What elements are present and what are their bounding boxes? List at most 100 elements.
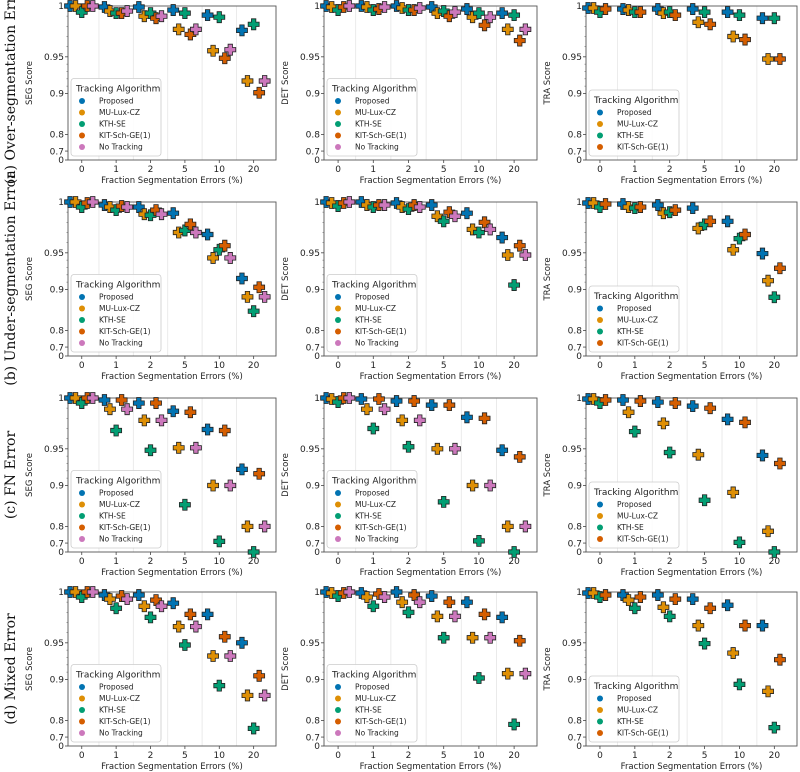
data-point-mu-lux-cz <box>501 667 514 680</box>
legend: Tracking Algorithm Proposed MU-Lux-CZ KTH-S… <box>70 664 162 743</box>
x-tick-label: 10 <box>734 361 746 371</box>
y-tick-label: 0 <box>314 742 320 752</box>
data-point-kit-sch-ge-1- <box>253 669 266 682</box>
legend: Tracking Algorithm Proposed MU-Lux-CZ KTH-S… <box>588 481 680 549</box>
data-point-proposed <box>236 463 248 476</box>
data-point-proposed <box>756 619 769 632</box>
data-point-no-tracking <box>484 479 497 492</box>
y-tick-label: 0.95 <box>300 639 320 649</box>
x-tick-label: 2 <box>406 557 412 567</box>
x-tick-label: 1 <box>113 165 119 175</box>
data-point-kit-sch-ge-1- <box>634 6 647 18</box>
data-point-no-tracking <box>449 6 461 18</box>
legend-marker-icon <box>335 305 341 312</box>
y-tick-label: 1 <box>576 2 582 12</box>
data-point-kth-se <box>698 6 711 18</box>
legend-item-label: No Tracking <box>355 535 399 544</box>
y-tick-label: 0.8 <box>306 717 321 727</box>
x-tick-label: 2 <box>667 751 673 761</box>
data-point-no-tracking <box>224 479 237 492</box>
legend-marker-icon <box>79 132 85 139</box>
data-point-mu-lux-cz <box>762 525 774 538</box>
data-point-no-tracking <box>155 414 168 427</box>
y-tick-label: 0.9 <box>568 676 583 686</box>
data-point-mu-lux-cz <box>657 417 670 430</box>
legend-marker-icon <box>79 317 85 323</box>
x-tick-label: 20 <box>508 361 520 371</box>
legend-item-label: KIT-Sch-GE(1) <box>355 327 407 336</box>
data-point-kth-se <box>144 444 157 457</box>
legend-marker-icon <box>335 294 341 300</box>
data-point-mu-lux-cz <box>727 486 740 499</box>
x-tick-label: 20 <box>508 751 520 761</box>
y-tick-label: 0 <box>314 352 320 362</box>
data-point-no-tracking <box>258 290 271 303</box>
data-point-kth-se <box>178 498 191 511</box>
data-point-mu-lux-cz <box>361 591 373 603</box>
data-point-no-tracking <box>258 689 271 702</box>
legend-marker-icon <box>335 317 341 323</box>
legend-marker-icon <box>79 340 85 346</box>
y-tick-label: 0.9 <box>306 286 321 296</box>
row-label: (d) Mixed Error <box>3 613 19 725</box>
data-point-proposed <box>721 215 734 228</box>
data-point-proposed <box>686 400 699 413</box>
data-point-mu-lux-cz <box>172 620 185 633</box>
data-point-kth-se <box>402 440 415 453</box>
data-point-proposed <box>461 207 473 220</box>
data-point-kit-sch-ge-1- <box>739 228 751 241</box>
data-point-proposed <box>167 207 180 220</box>
x-tick-label: 2 <box>148 361 154 371</box>
data-point-kit-sch-ge-1- <box>704 18 717 31</box>
y-tick-label: 0 <box>58 548 64 558</box>
legend-marker-icon <box>79 305 85 312</box>
y-tick-label: 0.9 <box>50 90 65 100</box>
y-tick-label: 0.7 <box>50 343 64 353</box>
legend: Tracking Algorithm Proposed MU-Lux-CZ KTH-S… <box>70 470 162 549</box>
data-point-kth-se <box>178 639 191 651</box>
data-point-proposed <box>756 12 769 25</box>
data-point-kth-se <box>437 215 450 228</box>
y-tick-label: 0.8 <box>50 327 65 337</box>
data-point-no-tracking <box>413 2 426 14</box>
data-point-kth-se <box>733 678 746 691</box>
data-point-kth-se <box>178 7 191 20</box>
plot-frame <box>67 201 277 357</box>
x-tick-label: 10 <box>214 557 226 567</box>
x-tick-label: 0 <box>79 165 85 175</box>
y-tick-label: 0.8 <box>568 523 583 533</box>
legend-marker-icon <box>79 294 85 300</box>
data-point-kit-sch-ge-1- <box>115 394 128 406</box>
data-point-proposed <box>132 589 145 601</box>
data-point-no-tracking <box>343 196 356 208</box>
data-point-proposed <box>201 608 214 621</box>
legend-box <box>326 78 418 157</box>
legend-marker-icon <box>335 707 341 713</box>
y-tick-label: 0.95 <box>300 53 320 63</box>
data-point-kth-se <box>437 495 450 508</box>
x-tick-label: 2 <box>148 557 154 567</box>
data-point-mu-lux-cz <box>396 2 409 14</box>
legend-item-label: KIT-Sch-GE(1) <box>99 523 151 532</box>
data-point-no-tracking <box>519 249 532 261</box>
legend-marker-icon <box>335 121 341 127</box>
x-axis-label: Fraction Segmentation Errors (%) <box>360 176 502 186</box>
data-point-kit-sch-ge-1- <box>253 86 266 99</box>
plot-frame <box>585 591 798 747</box>
data-point-kit-sch-ge-1- <box>513 34 526 47</box>
data-point-mu-lux-cz <box>172 441 185 454</box>
legend-item-label: Proposed <box>99 97 134 106</box>
data-point-kth-se <box>698 494 711 507</box>
data-point-mu-lux-cz <box>138 208 151 221</box>
x-axis-label: Fraction Segmentation Errors (%) <box>621 762 763 772</box>
data-point-mu-lux-cz <box>466 479 479 492</box>
data-point-kit-sch-ge-1- <box>513 239 526 252</box>
data-point-proposed <box>496 7 509 20</box>
legend-item-label: KTH-SE <box>355 316 382 325</box>
data-point-proposed <box>167 597 180 610</box>
data-point-kth-se <box>768 12 781 25</box>
legend-item-label: Proposed <box>99 293 134 302</box>
legend-box <box>588 481 680 549</box>
legend-box <box>326 664 418 743</box>
